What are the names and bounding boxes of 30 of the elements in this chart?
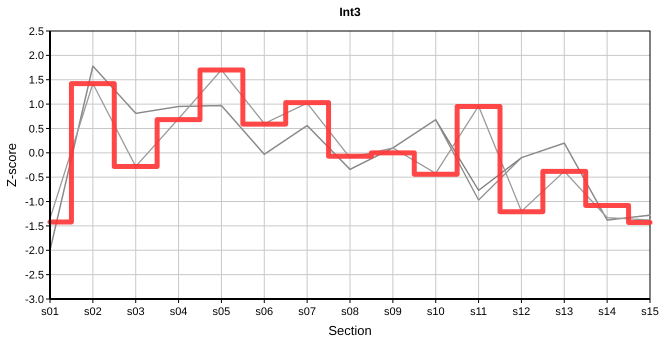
y-tick-label: 0.0 <box>28 148 44 160</box>
y-tick-label: 1.5 <box>28 74 44 87</box>
chart-title: Int3 <box>339 5 361 19</box>
x-tick-label: s05 <box>212 306 230 318</box>
y-axis-title: Z-score <box>4 142 19 188</box>
x-tick-label: s03 <box>126 306 145 318</box>
y-tick-label: -3.0 <box>25 294 44 306</box>
x-tick-label: s11 <box>470 306 488 318</box>
x-tick-label: s01 <box>41 306 59 318</box>
y-tick-label: -2.0 <box>25 245 44 258</box>
y-tick-label: 0.5 <box>28 123 44 136</box>
x-tick-label: s04 <box>170 306 188 318</box>
y-tick-label: -1.0 <box>25 196 44 208</box>
x-axis-title: Section <box>328 323 372 338</box>
x-tick-label: s09 <box>384 306 402 318</box>
x-tick-label: s02 <box>84 306 102 318</box>
y-tick-label: 2.0 <box>28 50 44 62</box>
x-tick-label: s10 <box>426 306 445 318</box>
y-tick-label: -2.5 <box>25 269 44 282</box>
y-tick-label: -1.5 <box>25 220 44 233</box>
x-tick-label: s08 <box>341 306 359 318</box>
x-tick-label: s06 <box>255 306 274 318</box>
y-tick-label: 2.5 <box>28 26 44 38</box>
x-tick-label: s15 <box>641 306 659 318</box>
y-tick-label: 1.0 <box>28 98 44 111</box>
x-tick-label: s13 <box>555 306 574 318</box>
x-tick-label: s12 <box>512 306 530 318</box>
y-tick-label: -0.5 <box>25 172 44 184</box>
x-tick-label: s07 <box>298 306 316 318</box>
x-tick-label: s14 <box>598 306 616 318</box>
